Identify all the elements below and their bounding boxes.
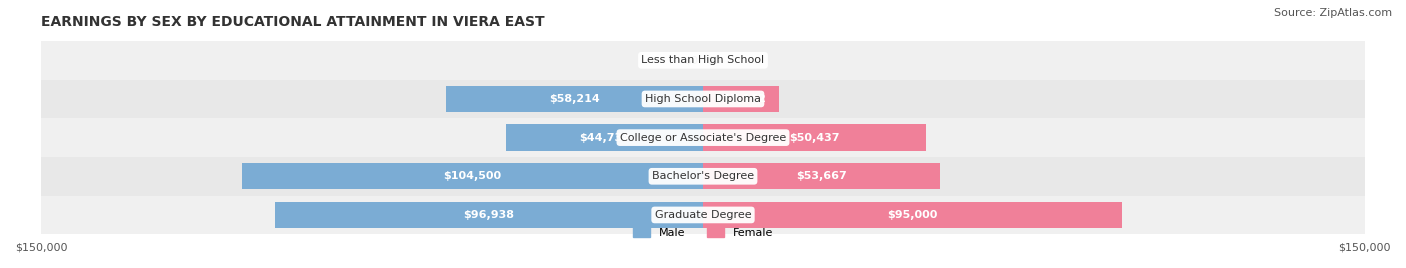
Bar: [703, 163, 939, 189]
Text: $53,667: $53,667: [796, 171, 846, 181]
Text: $104,500: $104,500: [443, 171, 502, 181]
Bar: [276, 202, 703, 228]
Bar: [703, 124, 925, 151]
Text: $44,734: $44,734: [579, 133, 630, 143]
Text: Less than High School: Less than High School: [641, 55, 765, 65]
Text: Bachelor's Degree: Bachelor's Degree: [652, 171, 754, 181]
Text: $17,162: $17,162: [716, 94, 766, 104]
Bar: [703, 86, 779, 112]
Text: $50,437: $50,437: [789, 133, 839, 143]
Bar: [703, 202, 1122, 228]
Text: High School Diploma: High School Diploma: [645, 94, 761, 104]
Bar: [41, 80, 1365, 118]
Text: EARNINGS BY SEX BY EDUCATIONAL ATTAINMENT IN VIERA EAST: EARNINGS BY SEX BY EDUCATIONAL ATTAINMEN…: [41, 15, 546, 29]
Bar: [446, 86, 703, 112]
Bar: [506, 124, 703, 151]
Text: Graduate Degree: Graduate Degree: [655, 210, 751, 220]
Legend: Male, Female: Male, Female: [628, 223, 778, 243]
Text: $58,214: $58,214: [550, 94, 600, 104]
Text: College or Associate's Degree: College or Associate's Degree: [620, 133, 786, 143]
Text: Source: ZipAtlas.com: Source: ZipAtlas.com: [1274, 8, 1392, 18]
Bar: [242, 163, 703, 189]
Text: $95,000: $95,000: [887, 210, 938, 220]
Bar: [41, 196, 1365, 234]
Bar: [41, 118, 1365, 157]
Text: $0: $0: [707, 55, 721, 65]
Bar: [41, 157, 1365, 196]
Bar: [41, 41, 1365, 80]
Text: $96,938: $96,938: [464, 210, 515, 220]
Text: $0: $0: [685, 55, 699, 65]
